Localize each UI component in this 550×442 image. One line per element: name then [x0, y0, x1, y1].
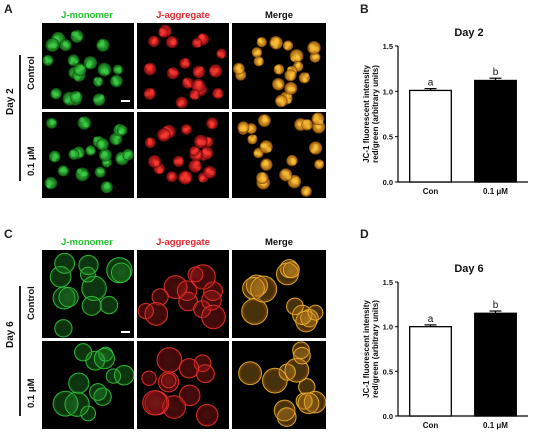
y-tick-label: 1.0: [383, 87, 393, 96]
scale-bar-bottom: [121, 331, 130, 333]
micrograph-c-treated-merge: [232, 341, 326, 429]
col-header-j-monomer-top: J-monomer: [61, 10, 113, 21]
micrograph-a-treated-red: [137, 112, 229, 198]
micrograph-c-treated-green: [42, 341, 134, 429]
significance-letter: b: [493, 67, 499, 78]
y-axis-label: JC-1 fluorescent intensityred/green (arb…: [362, 65, 380, 163]
day-bracket-top: [19, 55, 21, 181]
panel-letter-c: C: [4, 227, 13, 241]
panel-letter-a: A: [4, 2, 13, 16]
col-header-j-aggregate-top: J-aggregate: [156, 10, 210, 21]
bar: [474, 79, 517, 183]
category-label: Con: [423, 187, 439, 196]
y-tick-label: 0.5: [383, 133, 393, 142]
micrograph-a-control-green: [42, 23, 134, 109]
y-tick-label: 1.5: [383, 42, 393, 51]
col-header-merge-bottom: Merge: [265, 237, 293, 248]
micrograph-a-control-merge: [232, 23, 326, 109]
panel-letter-d: D: [360, 227, 369, 241]
col-header-merge-top: Merge: [265, 10, 293, 21]
category-label: 0.1 μM: [483, 187, 508, 196]
micrograph-c-control-merge: [232, 250, 326, 338]
col-header-j-monomer-bottom: J-monomer: [61, 237, 113, 248]
micrograph-c-treated-red: [137, 341, 229, 429]
scale-bar-top: [121, 100, 130, 102]
micrograph-a-control-red: [137, 23, 229, 109]
significance-letter: a: [428, 78, 434, 89]
col-header-j-aggregate-bottom: J-aggregate: [156, 237, 210, 248]
bar: [409, 89, 452, 183]
y-tick-label: 0.0: [383, 178, 393, 187]
chart-title: Day 2: [454, 27, 483, 39]
micrograph-a-treated-merge: [232, 112, 326, 198]
micrograph-c-control-red: [137, 250, 229, 338]
day-bracket-bottom: [19, 286, 21, 416]
panel-letter-b: B: [360, 2, 369, 16]
micrograph-c-control-green: [42, 250, 134, 338]
micrograph-a-treated-green: [42, 112, 134, 198]
